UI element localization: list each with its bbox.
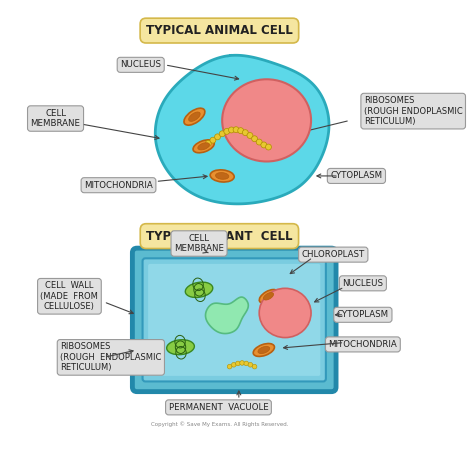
Text: NUCLEUS: NUCLEUS xyxy=(120,60,161,69)
Ellipse shape xyxy=(185,282,213,297)
Text: MITOCHONDRIA: MITOCHONDRIA xyxy=(328,340,397,349)
Text: PERMANENT  VACUOLE: PERMANENT VACUOLE xyxy=(169,403,268,412)
Text: CYTOPLASM: CYTOPLASM xyxy=(330,171,383,180)
Ellipse shape xyxy=(167,340,194,355)
Ellipse shape xyxy=(189,112,200,122)
Circle shape xyxy=(210,137,216,143)
Ellipse shape xyxy=(258,346,270,354)
Ellipse shape xyxy=(264,292,273,300)
Text: CELL  WALL
(MADE  FROM
CELLULOSE): CELL WALL (MADE FROM CELLULOSE) xyxy=(40,281,99,311)
Circle shape xyxy=(256,139,262,145)
Circle shape xyxy=(231,362,236,367)
Circle shape xyxy=(205,140,211,146)
Circle shape xyxy=(244,361,248,366)
Text: RIBOSOMES
(ROUGH  ENDOPLASMIC
RETICULUM): RIBOSOMES (ROUGH ENDOPLASMIC RETICULUM) xyxy=(60,342,162,372)
Text: CHLOROPLAST: CHLOROPLAST xyxy=(301,250,365,259)
Ellipse shape xyxy=(222,79,311,162)
Text: TYPICAL  PLANT  CELL: TYPICAL PLANT CELL xyxy=(146,230,292,243)
FancyBboxPatch shape xyxy=(148,264,320,376)
Text: NUCLEUS: NUCLEUS xyxy=(342,279,383,288)
Circle shape xyxy=(238,128,244,134)
Ellipse shape xyxy=(210,170,234,182)
Text: TYPICAL ANIMAL CELL: TYPICAL ANIMAL CELL xyxy=(146,24,293,37)
Ellipse shape xyxy=(184,108,205,125)
Circle shape xyxy=(247,132,253,139)
Circle shape xyxy=(252,364,257,369)
Circle shape xyxy=(261,142,267,148)
Text: MITOCHONDRIA: MITOCHONDRIA xyxy=(84,181,153,190)
FancyBboxPatch shape xyxy=(143,258,326,382)
Polygon shape xyxy=(206,297,248,333)
Ellipse shape xyxy=(193,140,214,153)
Circle shape xyxy=(252,136,257,142)
Circle shape xyxy=(236,361,240,366)
Polygon shape xyxy=(155,55,329,204)
Text: Copyright © Save My Exams. All Rights Reserved.: Copyright © Save My Exams. All Rights Re… xyxy=(151,421,288,427)
Text: RIBOSOMES
(ROUGH ENDOPLASMIC
RETICULUM): RIBOSOMES (ROUGH ENDOPLASMIC RETICULUM) xyxy=(364,96,463,126)
Text: CELL
MEMBRANE: CELL MEMBRANE xyxy=(174,234,224,253)
Ellipse shape xyxy=(259,289,278,303)
Ellipse shape xyxy=(216,173,229,179)
Circle shape xyxy=(228,127,235,133)
Circle shape xyxy=(248,362,253,367)
FancyBboxPatch shape xyxy=(132,248,336,392)
Ellipse shape xyxy=(259,288,311,338)
Circle shape xyxy=(240,360,245,365)
Text: CELL
MEMBRANE: CELL MEMBRANE xyxy=(30,109,81,128)
Circle shape xyxy=(233,127,239,133)
Circle shape xyxy=(242,130,248,135)
Ellipse shape xyxy=(198,143,210,150)
Circle shape xyxy=(227,364,232,369)
Circle shape xyxy=(224,128,230,135)
Text: CYTOPLASM: CYTOPLASM xyxy=(337,310,389,320)
Circle shape xyxy=(265,144,272,150)
Circle shape xyxy=(219,131,225,137)
Circle shape xyxy=(215,134,220,140)
Ellipse shape xyxy=(253,343,274,356)
